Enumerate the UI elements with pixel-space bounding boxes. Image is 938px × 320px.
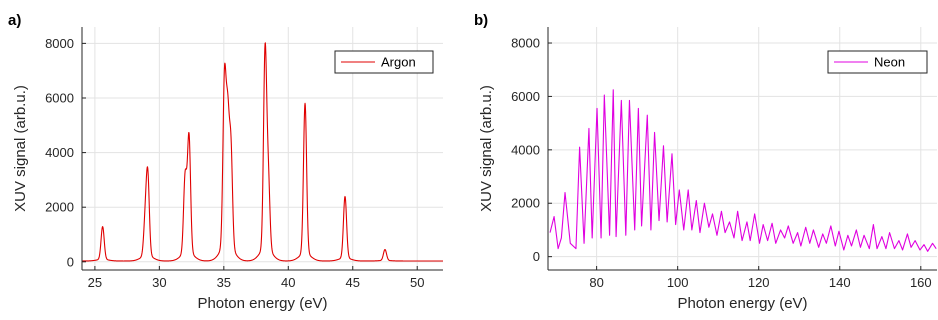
panel-a-plot-area xyxy=(81,42,444,262)
panel-a-legend: Argon xyxy=(334,50,434,74)
panel-b-xtick-label-3: 140 xyxy=(829,275,851,290)
panel-b-plot-area xyxy=(549,89,937,252)
panel-a-ytick-label-2: 4000 xyxy=(45,145,74,160)
panel-b-ytick-label-0: 0 xyxy=(533,249,540,264)
panel-a-xtick-label-4: 45 xyxy=(346,275,360,290)
panel-b-neon: b) 80 100 120 140 160 0 2000 4000 6000 8000 Photo… xyxy=(474,12,937,312)
panel-b-xtick-label-0: 80 xyxy=(589,275,603,290)
panel-a-ytick-label-3: 6000 xyxy=(45,90,74,105)
panel-b-grid xyxy=(548,27,937,270)
panel-a-ytick-label-4: 8000 xyxy=(45,36,74,51)
panel-a-xtick-label-0: 25 xyxy=(88,275,102,290)
panel-b-xtick-label-1: 100 xyxy=(667,275,689,290)
panel-a-xtick-label-2: 35 xyxy=(217,275,231,290)
panel-b-legend-box xyxy=(827,50,928,74)
panel-b-ytick-label-3: 6000 xyxy=(511,89,540,104)
panel-b-ylabel: XUV signal (arb.u.) xyxy=(478,85,495,212)
panel-a-argon: a) 25 30 35 40 45 50 0 2000 4000 6000 8000 Photon … xyxy=(8,12,444,312)
panel-b-ytick-label-1: 2000 xyxy=(511,196,540,211)
panel-b-legend-label: Neon xyxy=(874,55,905,70)
panel-b-ytick-label-4: 8000 xyxy=(511,36,540,51)
panel-b-series-neon-line xyxy=(549,89,937,252)
panel-a-axes: 25 30 35 40 45 50 0 2000 4000 6000 8000 xyxy=(45,27,443,290)
panel-a-ylabel: XUV signal (arb.u.) xyxy=(12,85,29,212)
panel-a-xtick-label-5: 50 xyxy=(410,275,424,290)
panel-b-legend: Neon xyxy=(827,50,928,74)
panel-b-xtick-label-4: 160 xyxy=(910,275,932,290)
panel-a-xtick-label-1: 30 xyxy=(152,275,166,290)
panel-b-axes: 80 100 120 140 160 0 2000 4000 6000 8000 xyxy=(511,27,937,290)
panel-b-label: b) xyxy=(474,12,488,29)
panel-a-series-argon-line xyxy=(81,42,444,262)
panel-b-ytick-label-2: 4000 xyxy=(511,142,540,157)
panel-b-xlabel: Photon energy (eV) xyxy=(677,295,807,312)
panel-a-ytick-label-1: 2000 xyxy=(45,200,74,215)
panel-a-label: a) xyxy=(8,12,21,29)
panel-a-legend-box xyxy=(334,50,434,74)
panel-a-ytick-label-0: 0 xyxy=(67,254,74,269)
panel-a-legend-label: Argon xyxy=(381,55,416,70)
panel-b-xtick-label-2: 120 xyxy=(748,275,770,290)
panel-a-xlabel: Photon energy (eV) xyxy=(197,295,327,312)
panel-a-xtick-label-3: 40 xyxy=(281,275,295,290)
